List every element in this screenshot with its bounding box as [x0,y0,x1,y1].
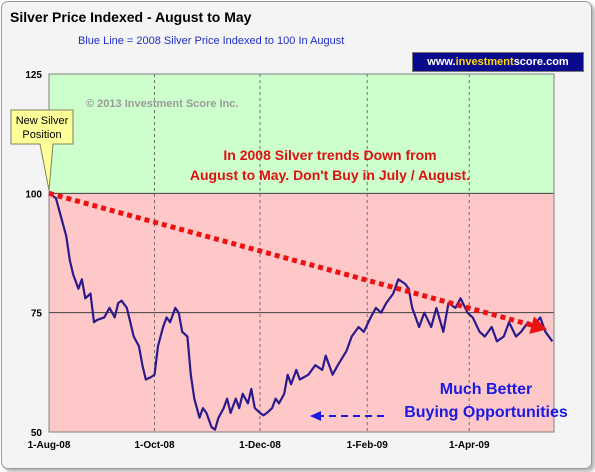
x-tick-label: 1-Feb-09 [347,440,389,451]
brand-highlight: investment [455,56,514,68]
x-tick-label: 1-Dec-08 [239,440,281,451]
trend-annotation-line-1: In 2008 Silver trends Down from [223,147,436,163]
x-tick-label: 1-Oct-08 [134,440,174,451]
green-zone [49,74,554,194]
y-tick-label: 75 [31,309,43,320]
brand-prefix: www. [427,56,456,68]
chart-title: Silver Price Indexed - August to May [10,9,252,25]
x-tick-label: 1-Aug-08 [28,440,71,451]
copyright-text: © 2013 Investment Score Inc. [86,98,238,110]
brand-banner: www.investmentscore.com [412,52,584,72]
plot-border [48,73,555,433]
callout-bubble [10,109,74,191]
chart-subtitle: Blue Line = 2008 Silver Price Indexed to… [78,35,345,47]
grid-lines [49,74,554,432]
buying-arrow-head [310,411,321,421]
buying-annotation-line-1: Much Better [440,381,532,398]
callout-line-1: New Silver [16,115,69,127]
chart-canvas: 125 100 75 501-Aug-08 1-Oct-08 1-Dec-08 1-Feb-… [10,70,568,451]
new-position-callout: New Silver Position [10,109,74,191]
axis-ticks: 125 100 75 501-Aug-08 1-Oct-08 1-Dec-08 1-Feb-… [25,70,490,451]
y-tick-label: 50 [31,428,43,439]
callout-line-2: Position [22,129,61,141]
buying-annotation-line-2: Buying Opportunities [404,404,568,421]
trend-arrow-head [529,316,548,334]
y-tick-label: 100 [25,189,42,200]
y-tick-label: 125 [25,70,42,81]
trend-annotation-line-2: August to May. Don't Buy in July / Augus… [190,167,470,183]
brand-suffix: score.com [513,56,569,68]
trend-arrow-line [48,190,533,328]
x-tick-label: 1-Apr-09 [449,440,490,451]
